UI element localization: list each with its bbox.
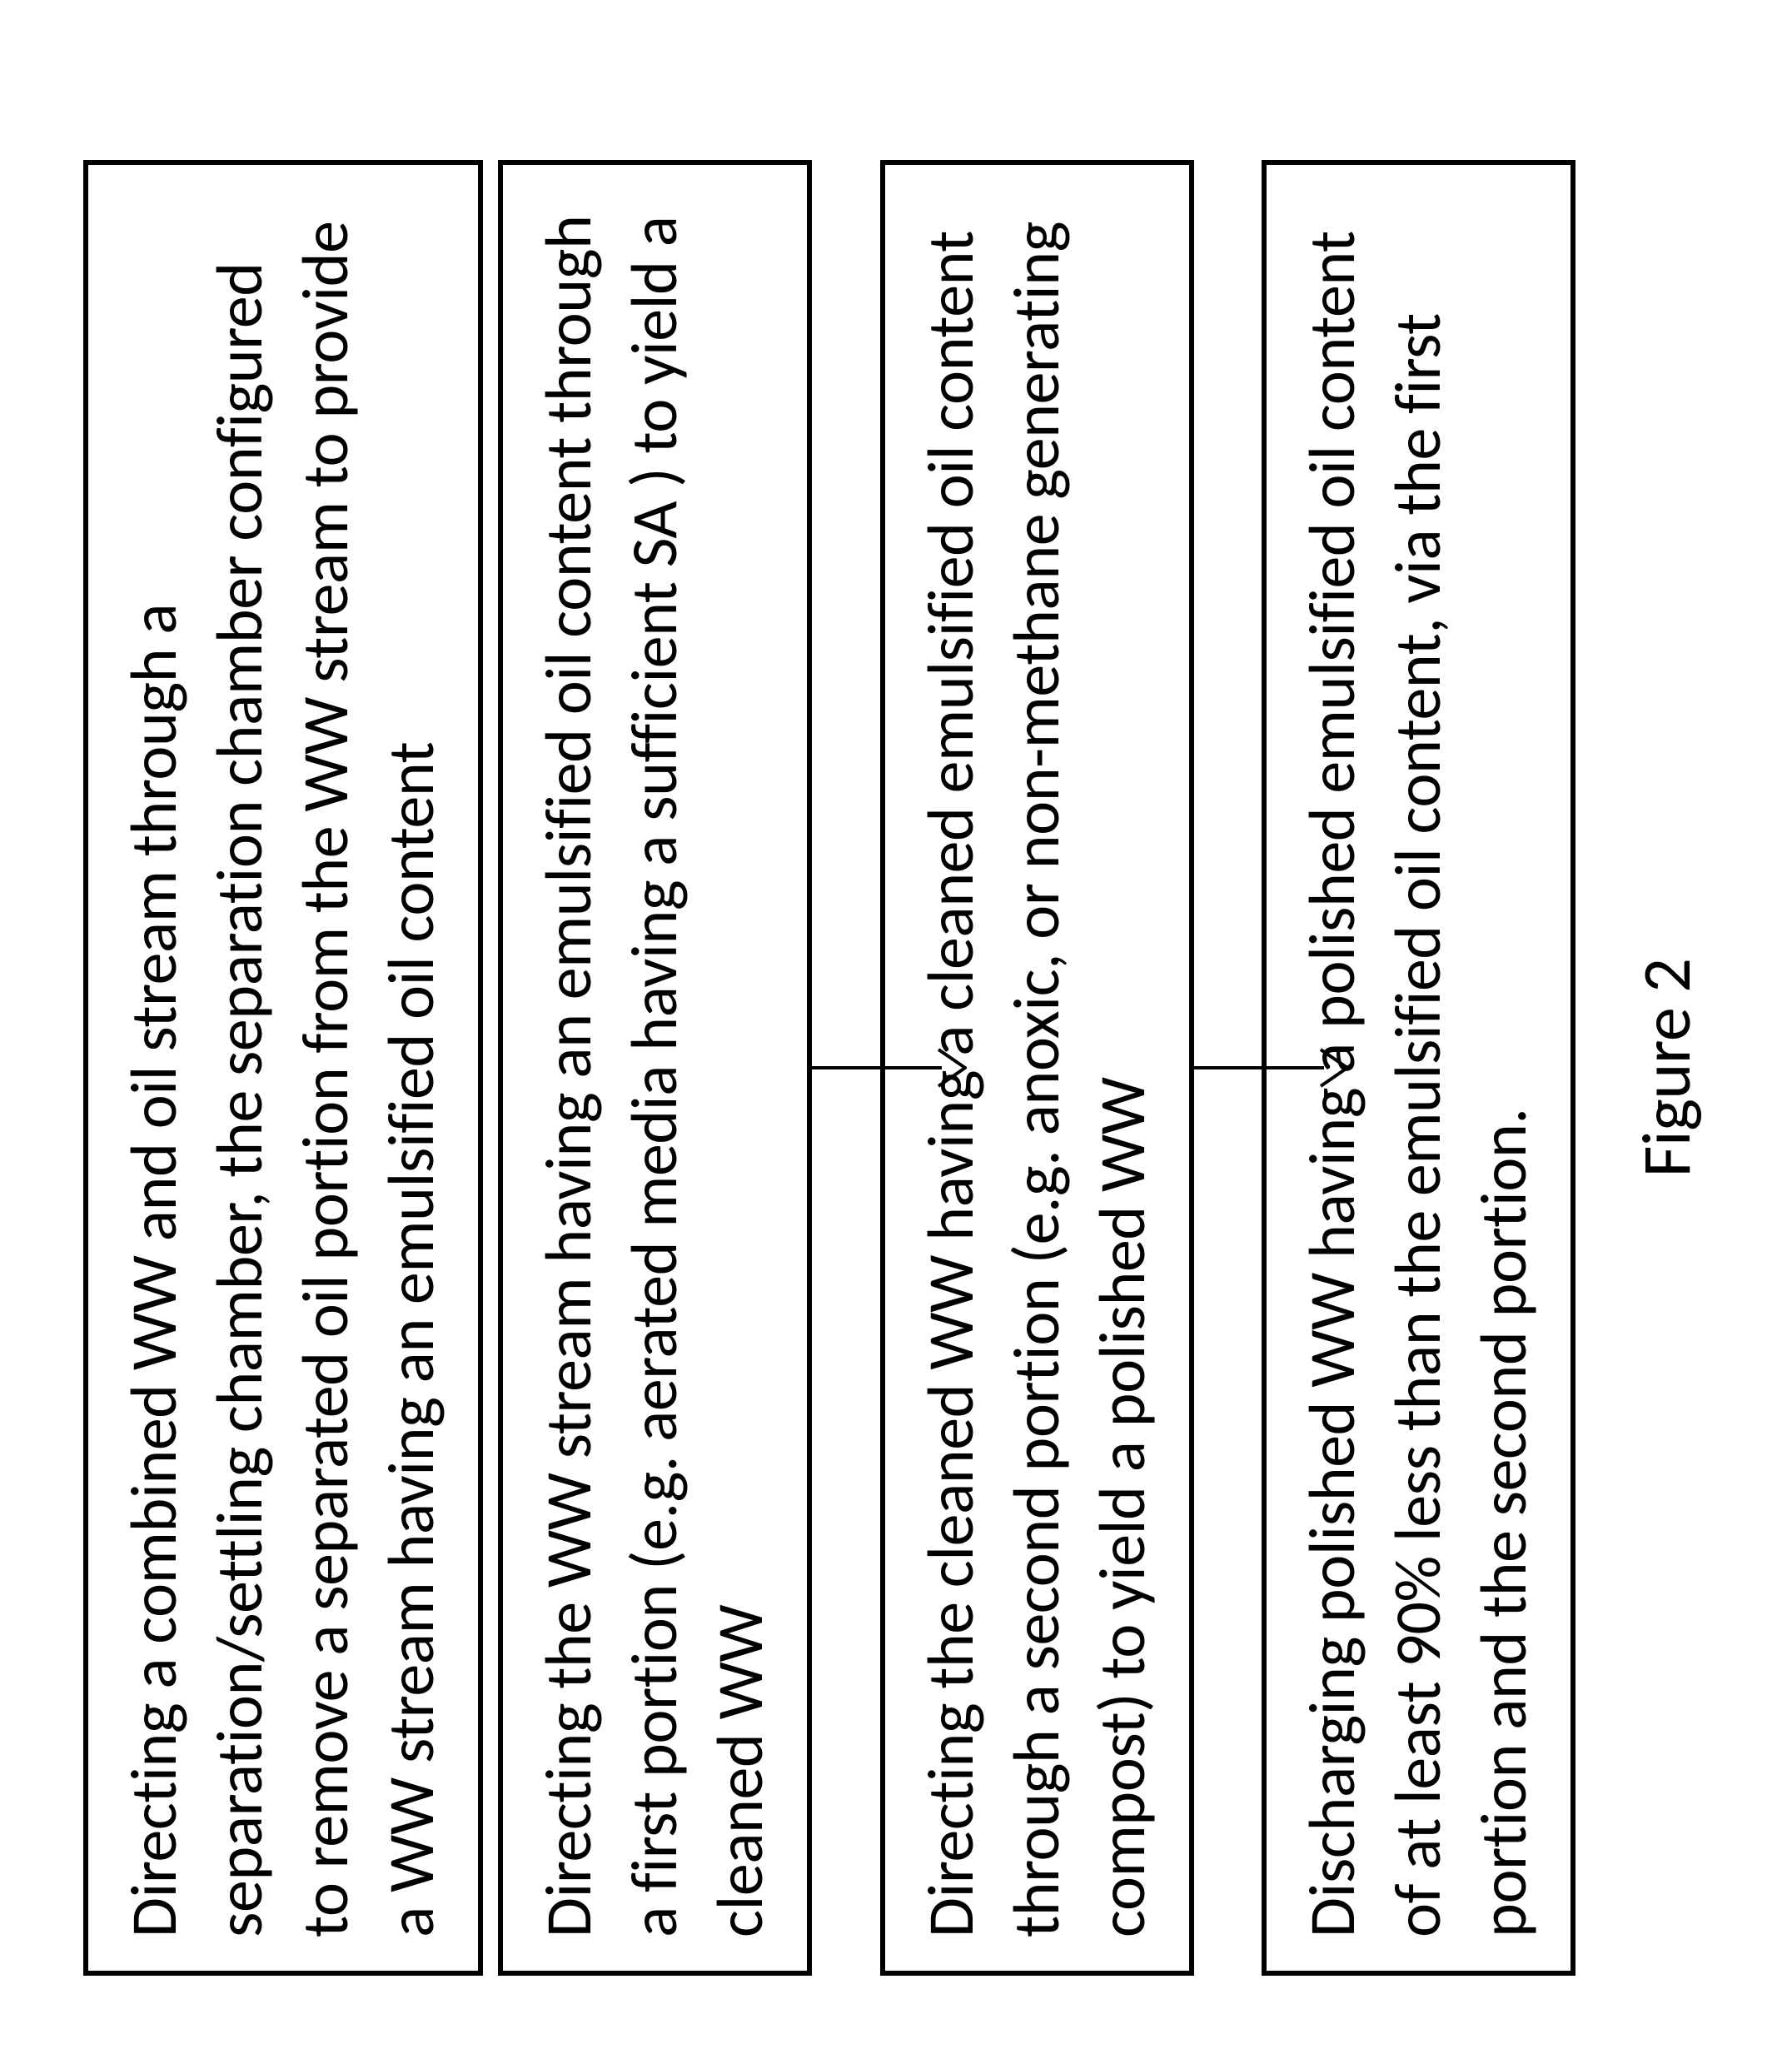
flow-step-1: Directing a combined WW and oil stream t… [83,160,483,1976]
flowchart: Directing a combined WW and oil stream t… [83,83,1709,1976]
flow-step-2: Directing the WW stream having an emulsi… [498,160,812,1976]
arrow-2-to-3 [812,160,880,1976]
arrow-3-to-4 [1194,160,1262,1976]
arrow-down-icon [1194,1043,1349,1093]
page: Directing a combined WW and oil stream t… [0,0,1792,2059]
arrow-down-icon [812,1043,967,1093]
figure-caption: Figure 2 [1625,160,1709,1976]
